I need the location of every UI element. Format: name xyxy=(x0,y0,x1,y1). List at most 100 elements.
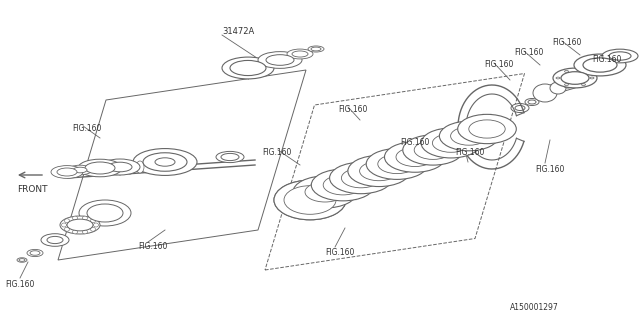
Text: FIG.160: FIG.160 xyxy=(552,38,581,47)
Ellipse shape xyxy=(366,148,428,180)
Ellipse shape xyxy=(556,77,560,79)
Ellipse shape xyxy=(468,120,505,138)
Ellipse shape xyxy=(323,175,363,195)
Text: FIG.160: FIG.160 xyxy=(535,165,564,174)
Ellipse shape xyxy=(133,148,197,175)
Ellipse shape xyxy=(155,158,175,166)
Text: FIG.160: FIG.160 xyxy=(138,242,168,251)
Ellipse shape xyxy=(126,162,134,174)
Ellipse shape xyxy=(266,55,294,65)
Ellipse shape xyxy=(451,127,488,145)
Ellipse shape xyxy=(19,259,25,261)
Ellipse shape xyxy=(421,128,481,158)
Text: 31472A: 31472A xyxy=(222,27,254,36)
Ellipse shape xyxy=(108,162,132,172)
Ellipse shape xyxy=(27,249,43,257)
Text: FIG.160: FIG.160 xyxy=(592,55,621,64)
Ellipse shape xyxy=(414,140,452,159)
Ellipse shape xyxy=(116,163,124,175)
Ellipse shape xyxy=(61,223,67,227)
Ellipse shape xyxy=(65,219,70,223)
Ellipse shape xyxy=(90,219,95,223)
Text: FIG.160: FIG.160 xyxy=(484,60,513,69)
Ellipse shape xyxy=(221,153,239,161)
Ellipse shape xyxy=(403,135,463,165)
Ellipse shape xyxy=(41,234,69,246)
Ellipse shape xyxy=(216,151,244,163)
Ellipse shape xyxy=(230,60,266,76)
Ellipse shape xyxy=(308,46,324,52)
Ellipse shape xyxy=(385,142,445,172)
Ellipse shape xyxy=(79,200,131,226)
Ellipse shape xyxy=(574,54,626,76)
Ellipse shape xyxy=(525,99,539,106)
Ellipse shape xyxy=(287,49,313,59)
Ellipse shape xyxy=(68,165,92,175)
Ellipse shape xyxy=(609,52,631,60)
Text: A150001297: A150001297 xyxy=(510,303,559,312)
Ellipse shape xyxy=(51,166,83,179)
Ellipse shape xyxy=(67,219,93,231)
Ellipse shape xyxy=(93,223,99,227)
Ellipse shape xyxy=(83,230,88,234)
Ellipse shape xyxy=(348,156,410,187)
Text: FIG.160: FIG.160 xyxy=(514,48,543,57)
Text: FIG.160: FIG.160 xyxy=(325,248,355,257)
Ellipse shape xyxy=(292,51,308,57)
Ellipse shape xyxy=(528,100,536,104)
Ellipse shape xyxy=(433,134,470,152)
Ellipse shape xyxy=(222,57,274,79)
Ellipse shape xyxy=(553,68,597,88)
Ellipse shape xyxy=(100,159,140,175)
Ellipse shape xyxy=(258,52,302,68)
Ellipse shape xyxy=(602,49,638,63)
Ellipse shape xyxy=(274,180,346,220)
Ellipse shape xyxy=(90,227,95,231)
Text: FIG.160: FIG.160 xyxy=(338,105,367,114)
Ellipse shape xyxy=(590,77,594,79)
Text: FIG.160: FIG.160 xyxy=(262,148,291,157)
Ellipse shape xyxy=(274,180,346,220)
Text: FIG.160: FIG.160 xyxy=(400,138,429,147)
Ellipse shape xyxy=(564,70,568,72)
Ellipse shape xyxy=(17,258,27,262)
Ellipse shape xyxy=(396,148,434,166)
Ellipse shape xyxy=(311,47,321,51)
Ellipse shape xyxy=(147,155,183,170)
Ellipse shape xyxy=(330,162,392,194)
Ellipse shape xyxy=(78,159,122,177)
Ellipse shape xyxy=(378,155,416,173)
Text: FIG.160: FIG.160 xyxy=(455,148,484,157)
Ellipse shape xyxy=(582,70,586,72)
Ellipse shape xyxy=(533,84,557,102)
Ellipse shape xyxy=(65,227,70,231)
Text: FIG.160: FIG.160 xyxy=(5,280,35,289)
Ellipse shape xyxy=(57,168,77,176)
Ellipse shape xyxy=(85,162,115,174)
Ellipse shape xyxy=(293,176,357,208)
Ellipse shape xyxy=(311,169,374,201)
Ellipse shape xyxy=(73,167,87,173)
Ellipse shape xyxy=(30,251,40,255)
Ellipse shape xyxy=(143,153,187,171)
Ellipse shape xyxy=(583,58,617,72)
Ellipse shape xyxy=(284,186,336,214)
Text: FRONT: FRONT xyxy=(17,185,47,194)
Ellipse shape xyxy=(582,84,586,85)
Ellipse shape xyxy=(47,236,63,244)
Ellipse shape xyxy=(305,182,345,202)
Ellipse shape xyxy=(440,121,499,151)
Ellipse shape xyxy=(60,216,100,234)
Ellipse shape xyxy=(83,216,88,220)
Ellipse shape xyxy=(360,161,398,181)
Text: FIG.160: FIG.160 xyxy=(72,124,101,133)
Ellipse shape xyxy=(72,216,77,220)
Ellipse shape xyxy=(87,204,123,222)
Ellipse shape xyxy=(563,80,573,88)
Ellipse shape xyxy=(564,84,568,85)
Ellipse shape xyxy=(72,230,77,234)
Ellipse shape xyxy=(341,168,381,188)
Ellipse shape xyxy=(136,161,144,173)
Ellipse shape xyxy=(561,72,589,84)
Ellipse shape xyxy=(458,114,516,144)
